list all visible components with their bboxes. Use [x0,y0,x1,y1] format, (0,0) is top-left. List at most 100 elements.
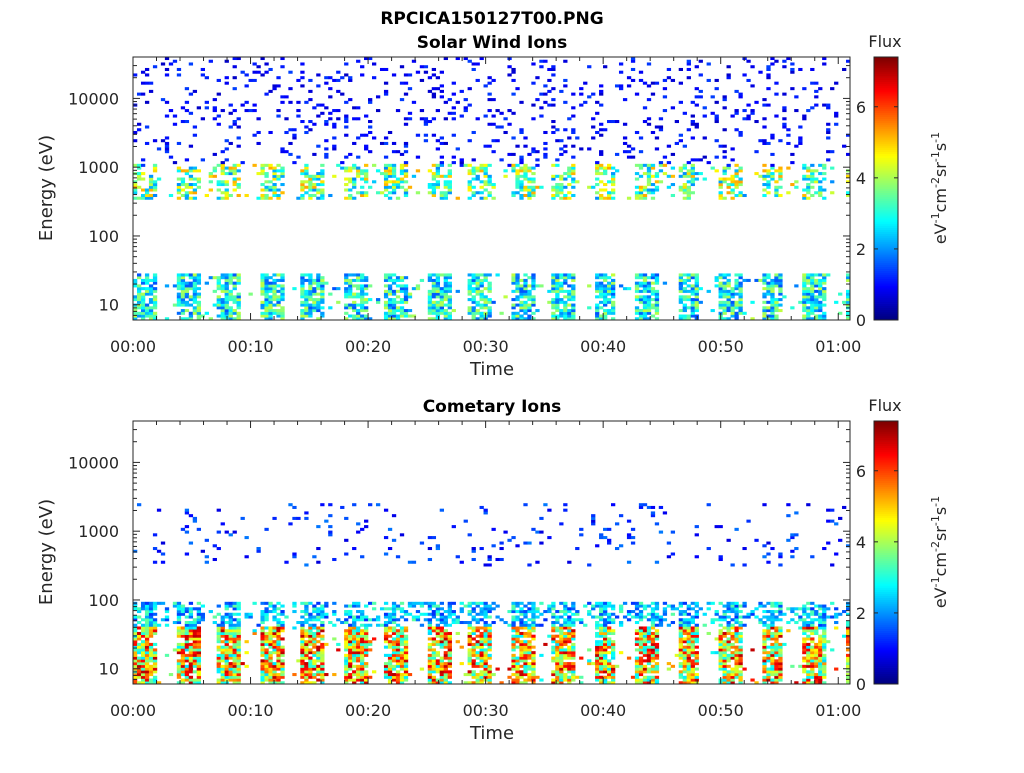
heatmap-cell [181,610,185,613]
heatmap-cell [145,282,149,285]
heatmap-cell [237,315,241,318]
heatmap-cell [611,191,615,194]
heatmap-cell [213,106,217,109]
heatmap-cell [157,178,161,181]
heatmap-cell [221,191,225,194]
heatmap-cell [571,180,575,183]
heatmap-cell [428,183,432,186]
heatmap-cell [440,293,444,296]
heatmap-cell [806,167,810,170]
heatmap-cell [511,654,515,657]
heatmap-cell [723,293,727,296]
heatmap-cell [802,284,806,287]
heatmap-cell [296,659,300,662]
heatmap-cell [221,670,225,673]
heatmap-cell [392,539,396,542]
heatmap-cell [591,117,595,120]
heatmap-cell [432,134,436,137]
heatmap-cell [531,624,535,627]
heatmap-cell [280,295,284,298]
heatmap-cell [260,637,264,640]
heatmap-cell [559,670,563,673]
heatmap-cell [181,651,185,654]
heatmap-cell [543,142,547,145]
heatmap-cell [547,90,551,93]
heatmap-cell [384,186,388,189]
heatmap-cell [392,298,396,301]
heatmap-cell [531,167,535,170]
heatmap-cell [348,679,352,682]
heatmap-cell [165,610,169,613]
heatmap-cell [133,676,137,679]
heatmap-cell [364,298,368,301]
heatmap-cell [826,106,830,109]
heatmap-cell [480,306,484,309]
heatmap-cell [723,312,727,315]
heatmap-cell [324,82,328,85]
heatmap-cell [603,293,607,296]
heatmap-cell [531,150,535,153]
heatmap-cell [727,73,731,76]
heatmap-cell [515,287,519,290]
heatmap-cell [145,624,149,627]
heatmap-cell [571,156,575,159]
heatmap-cell [300,273,304,276]
heatmap-cell [488,306,492,309]
heatmap-cell [388,670,392,673]
heatmap-cell [392,676,396,679]
heatmap-cell [352,651,356,654]
heatmap-cell [782,65,786,68]
heatmap-cell [384,640,388,643]
heatmap-cell [440,306,444,309]
heatmap-cell [340,76,344,79]
heatmap-cell [480,665,484,668]
heatmap-cell [551,282,555,285]
heatmap-cell [527,626,531,629]
heatmap-cell [177,73,181,76]
heatmap-cell [551,65,555,68]
heatmap-cell [304,186,308,189]
heatmap-cell [221,624,225,627]
heatmap-cell [476,79,480,82]
heatmap-cell [189,602,193,605]
heatmap-cell [480,169,484,172]
heatmap-cell [137,648,141,651]
heatmap-cell [810,178,814,181]
heatmap-cell [300,659,304,662]
heatmap-cell [404,676,408,679]
heatmap-cell [412,175,416,178]
heatmap-cell [185,659,189,662]
heatmap-cell [153,665,157,668]
heatmap-cell [802,87,806,90]
heatmap-cell [181,120,185,123]
heatmap-cell [408,117,412,120]
heatmap-cell [738,183,742,186]
heatmap-cell [304,511,308,514]
heatmap-cell [527,618,531,621]
heatmap-cell [392,605,396,608]
heatmap-cell [141,679,145,682]
heatmap-cell [141,71,145,74]
heatmap-cell [300,315,304,318]
heatmap-cell [683,315,687,318]
heatmap-cell [484,276,488,279]
heatmap-cell [408,315,412,318]
heatmap-cell [133,640,137,643]
heatmap-cell [304,610,308,613]
heatmap-cell [145,665,149,668]
heatmap-cell [364,629,368,632]
heatmap-cell [145,273,149,276]
heatmap-cell [448,657,452,660]
heatmap-cell [691,175,695,178]
heatmap-cell [368,503,372,506]
heatmap-cell [444,635,448,638]
heatmap-cell [571,276,575,279]
heatmap-cell [611,172,615,175]
heatmap-cell [731,301,735,304]
heatmap-cell [388,626,392,629]
heatmap-cell [523,164,527,167]
heatmap-cell [392,621,396,624]
heatmap-cell [177,616,181,619]
heatmap-cell [344,189,348,192]
heatmap-cell [225,180,229,183]
